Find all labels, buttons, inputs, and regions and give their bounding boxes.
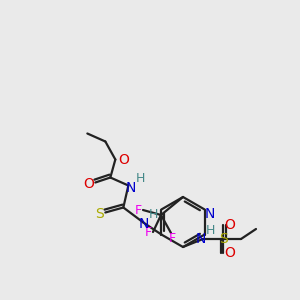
Text: O: O (83, 176, 94, 190)
Text: N: N (196, 232, 206, 246)
Text: N: N (205, 208, 215, 221)
Text: N: N (138, 218, 148, 232)
Text: F: F (134, 203, 142, 217)
Text: S: S (219, 232, 227, 246)
Text: O: O (225, 246, 236, 260)
Text: F: F (144, 226, 152, 239)
Text: F: F (168, 232, 175, 244)
Text: H: H (149, 208, 158, 221)
Text: H: H (205, 224, 215, 238)
Text: O: O (118, 152, 129, 167)
Text: S: S (95, 208, 104, 221)
Text: O: O (225, 218, 236, 232)
Text: H: H (136, 172, 145, 185)
Text: N: N (125, 181, 136, 194)
